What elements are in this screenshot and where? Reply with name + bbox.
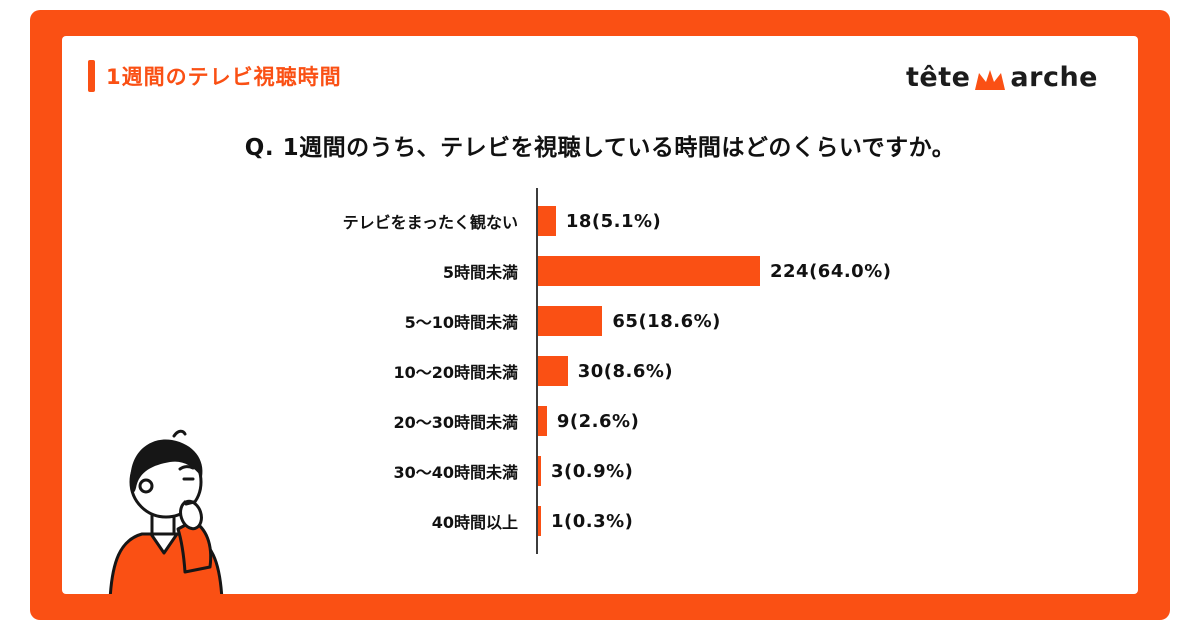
category-label: 5時間未満 xyxy=(442,263,518,282)
question-heading: Q. 1週間のうち、テレビを視聴している時間はどのくらいですか。 xyxy=(244,135,956,161)
category-label: 5〜10時間未満 xyxy=(404,313,518,332)
logo-text-tete: tête xyxy=(905,62,971,93)
content-card: 1週間のテレビ視聴時間 tête arche Q. 1週間のうち、テレビを視聴し… xyxy=(62,36,1138,594)
bar xyxy=(538,406,547,436)
value-label: 18(5.1%) xyxy=(565,210,662,232)
chart-row: 20〜30時間未満 9(2.6%) xyxy=(88,396,1112,446)
chart-row: 10〜20時間未満 30(8.6%) xyxy=(88,346,1112,396)
category-label: テレビをまったく観ない xyxy=(342,213,518,232)
category-label: 20〜30時間未満 xyxy=(393,413,518,432)
chart-row: 5〜10時間未満 65(18.6%) xyxy=(88,296,1112,346)
tetemarche-logo: tête arche xyxy=(906,60,1112,91)
y-axis-line xyxy=(536,188,538,554)
chart-row: 30〜40時間未満 3(0.9%) xyxy=(88,446,1112,496)
bar xyxy=(538,256,760,286)
value-label: 224(64.0%) xyxy=(770,260,892,282)
category-label: 10〜20時間未満 xyxy=(393,363,518,382)
chart-row: 40時間以上 1(0.3%) xyxy=(88,496,1112,546)
bar-area: 30(8.6%) xyxy=(536,356,1112,386)
bar-area: 1(0.3%) xyxy=(536,506,1112,536)
value-label: 9(2.6%) xyxy=(556,410,640,432)
title-accent-bar xyxy=(88,60,95,92)
category-label: 30〜40時間未満 xyxy=(393,463,518,482)
bar xyxy=(538,356,568,386)
value-label: 65(18.6%) xyxy=(612,310,721,332)
bar-area: 3(0.9%) xyxy=(536,456,1112,486)
bar-chart: テレビをまったく観ない 18(5.1%) 5時間未満 224(64.0%) 5〜10時間… xyxy=(88,188,1112,554)
bar xyxy=(538,506,541,536)
bar-area: 65(18.6%) xyxy=(536,306,1112,336)
bar xyxy=(538,456,541,486)
value-label: 30(8.6%) xyxy=(577,360,674,382)
chart-row: 5時間未満 224(64.0%) xyxy=(88,246,1112,296)
header: 1週間のテレビ視聴時間 tête arche xyxy=(88,60,1112,92)
value-label: 3(0.9%) xyxy=(551,460,634,482)
page-title: 1週間のテレビ視聴時間 xyxy=(106,65,342,89)
bar xyxy=(538,206,556,236)
bar-area: 9(2.6%) xyxy=(536,406,1112,436)
bar xyxy=(538,306,603,336)
value-label: 1(0.3%) xyxy=(551,510,634,532)
bar-area: 224(64.0%) xyxy=(536,256,1112,286)
logo-text-arche: arche xyxy=(1010,62,1098,93)
bar-area: 18(5.1%) xyxy=(536,206,1112,236)
section-title-block: 1週間のテレビ視聴時間 xyxy=(88,60,342,92)
orange-frame: 1週間のテレビ視聴時間 tête arche Q. 1週間のうち、テレビを視聴し… xyxy=(30,10,1170,620)
category-label: 40時間以上 xyxy=(431,513,518,532)
chart-row: テレビをまったく観ない 18(5.1%) xyxy=(88,196,1112,246)
thinking-person-illustration xyxy=(108,429,224,594)
crown-m-icon xyxy=(975,70,1006,90)
